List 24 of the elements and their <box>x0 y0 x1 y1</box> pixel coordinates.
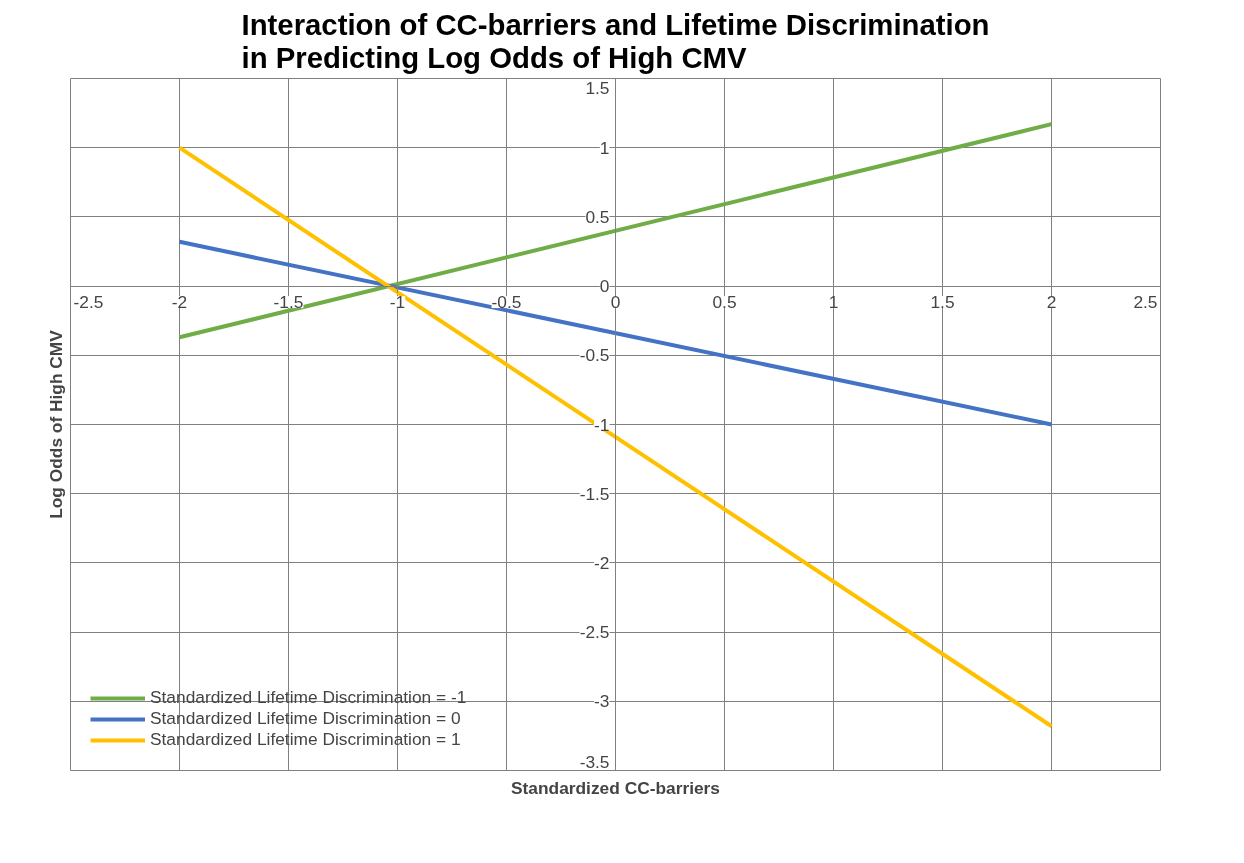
x-tick-label: 0.5 <box>712 292 737 313</box>
y-tick-label: -3 <box>594 691 610 712</box>
y-tick-label: -2 <box>594 552 610 573</box>
y-tick-label: 1.5 <box>585 77 610 98</box>
y-tick-label: -3.5 <box>579 751 610 772</box>
y-tick-label: 1 <box>599 137 610 158</box>
y-tick-label: -1 <box>594 414 610 435</box>
y-axis-title: Log Odds of High CMV <box>45 329 66 519</box>
x-tick-label: -1 <box>389 292 406 313</box>
x-tick-label: -1.5 <box>273 292 304 313</box>
x-tick-label: -2 <box>171 292 188 313</box>
x-tick-label: -0.5 <box>491 292 522 313</box>
y-tick-label: -2.5 <box>579 622 610 643</box>
y-tick-label: 0 <box>599 276 610 297</box>
y-tick-label: 0.5 <box>585 206 610 227</box>
y-tick-label: -0.5 <box>579 345 610 366</box>
x-axis-title: Standardized CC-barriers <box>511 777 720 798</box>
y-tick-label: -1.5 <box>579 483 610 504</box>
x-tick-label: 2.5 <box>1133 292 1158 313</box>
x-tick-label: 1.5 <box>930 292 955 313</box>
chart-title: Interaction of CC-barriers and Lifetime Discrimination in Predicting Log Odds of High CMV <box>241 7 990 74</box>
x-tick-label: 1 <box>828 292 839 313</box>
x-tick-label: -2.5 <box>73 292 104 313</box>
x-tick-label: 2 <box>1046 292 1057 313</box>
